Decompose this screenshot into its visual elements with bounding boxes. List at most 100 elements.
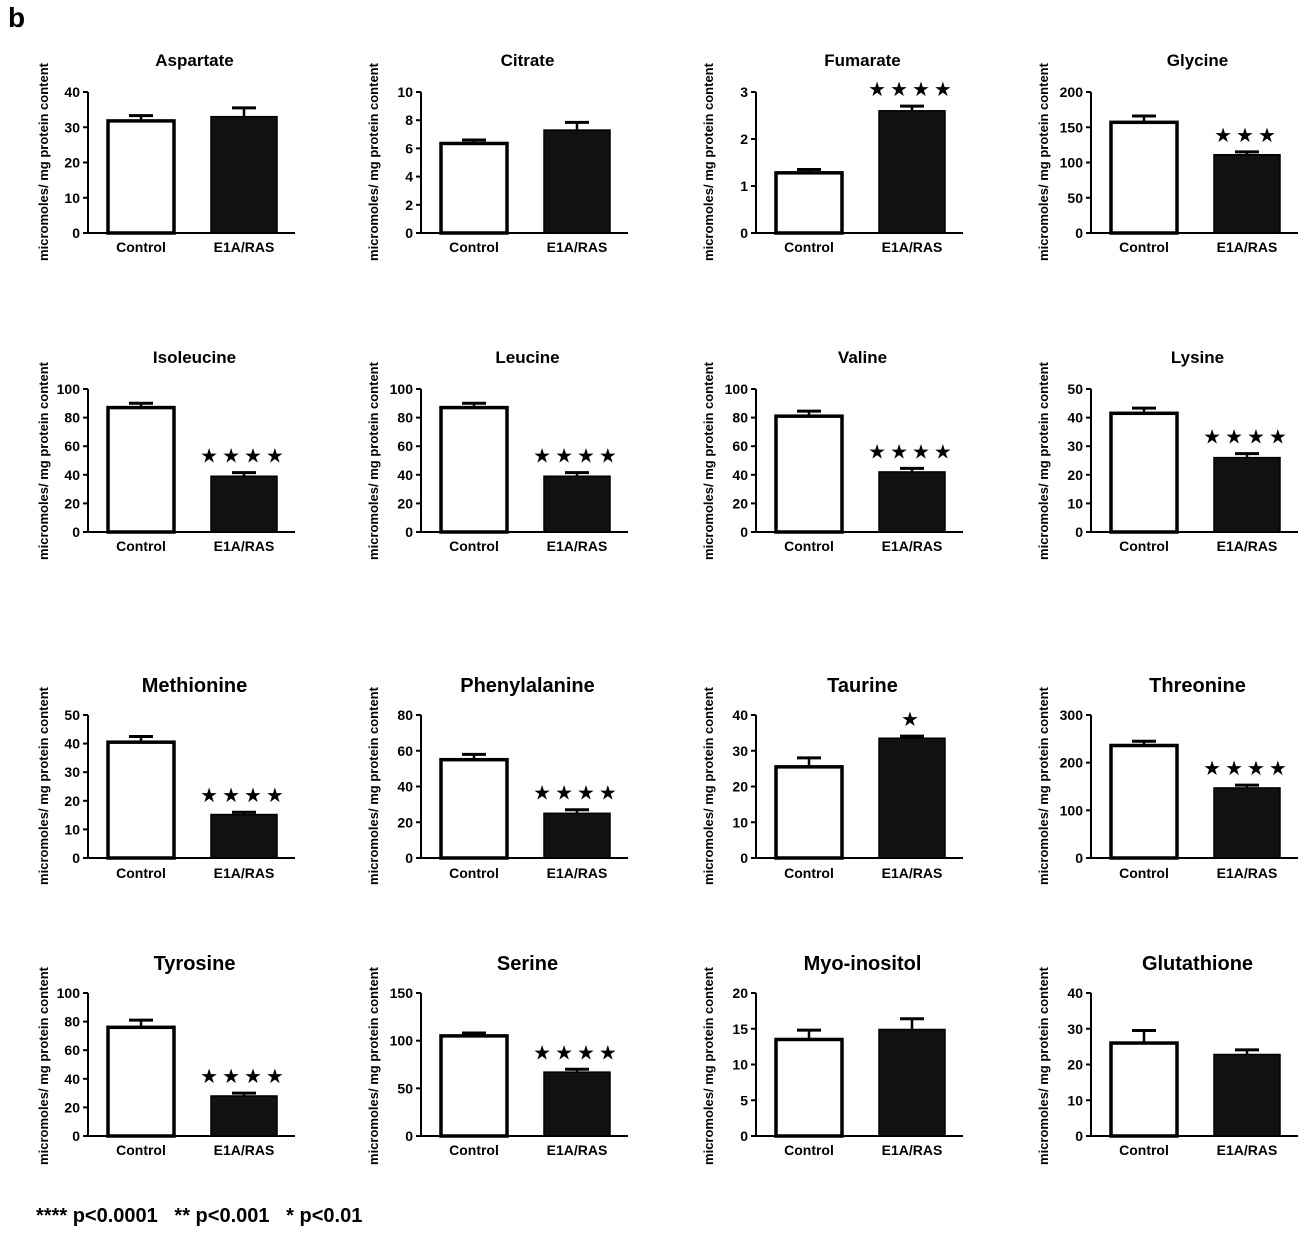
x-tick-label: E1A/RAS bbox=[882, 538, 943, 554]
y-axis-label: micromoles/ mg protein content bbox=[701, 62, 716, 261]
bar-control bbox=[1109, 411, 1179, 534]
bar-treatment bbox=[210, 475, 278, 533]
bar-treatment bbox=[543, 129, 611, 234]
y-tick-label: 50 bbox=[397, 1080, 413, 1096]
y-tick-label: 10 bbox=[64, 821, 80, 837]
x-tick-label: Control bbox=[449, 1142, 499, 1158]
bar-control bbox=[774, 765, 844, 860]
chart-title: Serine bbox=[497, 953, 558, 975]
y-tick-label: 15 bbox=[732, 1021, 748, 1037]
y-tick-label: 0 bbox=[1075, 524, 1083, 540]
y-tick-label: 20 bbox=[64, 793, 80, 809]
x-tick-label: E1A/RAS bbox=[214, 865, 275, 881]
y-tick-label: 0 bbox=[740, 524, 748, 540]
bar-control bbox=[439, 405, 509, 534]
y-axis-label: micromoles/ mg protein content bbox=[1036, 686, 1051, 885]
y-tick-label: 100 bbox=[57, 985, 81, 1001]
significance-stars: ★★★★ bbox=[868, 77, 956, 101]
x-tick-label: E1A/RAS bbox=[882, 865, 943, 881]
y-axis-label: micromoles/ mg protein content bbox=[36, 686, 51, 885]
y-tick-label: 10 bbox=[1067, 1092, 1083, 1108]
y-tick-label: 100 bbox=[725, 381, 749, 397]
significance-stars: ★★★★ bbox=[1203, 756, 1291, 780]
y-tick-label: 10 bbox=[397, 84, 413, 100]
y-tick-label: 150 bbox=[1060, 119, 1084, 135]
y-tick-label: 20 bbox=[64, 495, 80, 511]
y-tick-label: 20 bbox=[1067, 1057, 1083, 1073]
chart-title: Taurine bbox=[827, 675, 898, 697]
y-tick-label: 0 bbox=[405, 850, 413, 866]
y-tick-label: 300 bbox=[1060, 707, 1084, 723]
y-tick-label: 4 bbox=[405, 169, 413, 185]
significance-stars: ★★★★ bbox=[533, 781, 621, 805]
x-tick-label: E1A/RAS bbox=[214, 538, 275, 554]
panel-label: b bbox=[8, 2, 26, 33]
significance-stars: ★★★★ bbox=[868, 439, 956, 463]
y-tick-label: 100 bbox=[1060, 802, 1084, 818]
x-tick-label: Control bbox=[784, 239, 834, 255]
y-tick-label: 0 bbox=[72, 524, 80, 540]
y-axis-label: micromoles/ mg protein content bbox=[701, 686, 716, 885]
bar-treatment bbox=[210, 813, 278, 859]
bar-treatment bbox=[878, 471, 946, 533]
chart-title: Citrate bbox=[501, 51, 555, 70]
x-tick-label: E1A/RAS bbox=[547, 538, 608, 554]
y-tick-label: 50 bbox=[1067, 381, 1083, 397]
x-tick-label: Control bbox=[116, 1142, 166, 1158]
chart-title: Fumarate bbox=[824, 51, 901, 70]
bar-treatment bbox=[210, 115, 278, 234]
bar-control bbox=[106, 119, 176, 235]
significance-stars: ★★★★ bbox=[200, 1064, 288, 1088]
y-axis-label: micromoles/ mg protein content bbox=[36, 62, 51, 261]
x-tick-label: E1A/RAS bbox=[1217, 865, 1278, 881]
x-tick-label: E1A/RAS bbox=[882, 239, 943, 255]
chart-title: Glutathione bbox=[1142, 953, 1253, 975]
chart-title: Valine bbox=[838, 348, 887, 367]
y-tick-label: 6 bbox=[405, 140, 413, 156]
y-axis-label: micromoles/ mg protein content bbox=[366, 62, 381, 261]
chart-title: Isoleucine bbox=[153, 348, 236, 367]
y-tick-label: 10 bbox=[732, 1057, 748, 1073]
significance-footnote: **** p<0.0001 ** p<0.001 * p<0.01 bbox=[36, 1205, 363, 1227]
x-tick-label: Control bbox=[116, 538, 166, 554]
x-tick-label: E1A/RAS bbox=[214, 239, 275, 255]
y-tick-label: 0 bbox=[1075, 1128, 1083, 1144]
y-tick-label: 0 bbox=[72, 850, 80, 866]
y-tick-label: 60 bbox=[397, 743, 413, 759]
y-tick-label: 30 bbox=[1067, 1021, 1083, 1037]
y-tick-label: 20 bbox=[64, 1099, 80, 1115]
x-tick-label: Control bbox=[116, 865, 166, 881]
y-tick-label: 10 bbox=[1067, 495, 1083, 511]
y-tick-label: 60 bbox=[732, 438, 748, 454]
y-tick-label: 0 bbox=[740, 1128, 748, 1144]
bar-control bbox=[106, 405, 176, 534]
y-tick-label: 100 bbox=[57, 381, 81, 397]
x-tick-label: Control bbox=[784, 1142, 834, 1158]
bar-treatment bbox=[1213, 456, 1281, 533]
y-tick-label: 30 bbox=[732, 743, 748, 759]
significance-stars: ★ bbox=[901, 707, 923, 731]
y-tick-label: 80 bbox=[397, 707, 413, 723]
y-tick-label: 0 bbox=[740, 850, 748, 866]
x-tick-label: Control bbox=[1119, 538, 1169, 554]
x-tick-label: E1A/RAS bbox=[1217, 1142, 1278, 1158]
y-tick-label: 20 bbox=[732, 985, 748, 1001]
y-tick-label: 20 bbox=[732, 495, 748, 511]
bar-control bbox=[1109, 743, 1179, 860]
y-tick-label: 50 bbox=[1067, 190, 1083, 206]
y-axis-label: micromoles/ mg protein content bbox=[366, 361, 381, 560]
x-tick-label: Control bbox=[1119, 239, 1169, 255]
chart-title: Lysine bbox=[1171, 348, 1224, 367]
y-tick-label: 20 bbox=[64, 155, 80, 171]
bar-treatment bbox=[1213, 1053, 1281, 1137]
bar-control bbox=[774, 414, 844, 534]
bar-treatment bbox=[543, 812, 611, 859]
y-axis-label: micromoles/ mg protein content bbox=[1036, 361, 1051, 560]
bar-treatment bbox=[878, 1028, 946, 1137]
bar-control bbox=[774, 171, 844, 235]
y-tick-label: 20 bbox=[397, 495, 413, 511]
y-tick-label: 20 bbox=[1067, 467, 1083, 483]
bar-treatment bbox=[878, 110, 946, 234]
chart-title: Methionine bbox=[142, 675, 248, 697]
